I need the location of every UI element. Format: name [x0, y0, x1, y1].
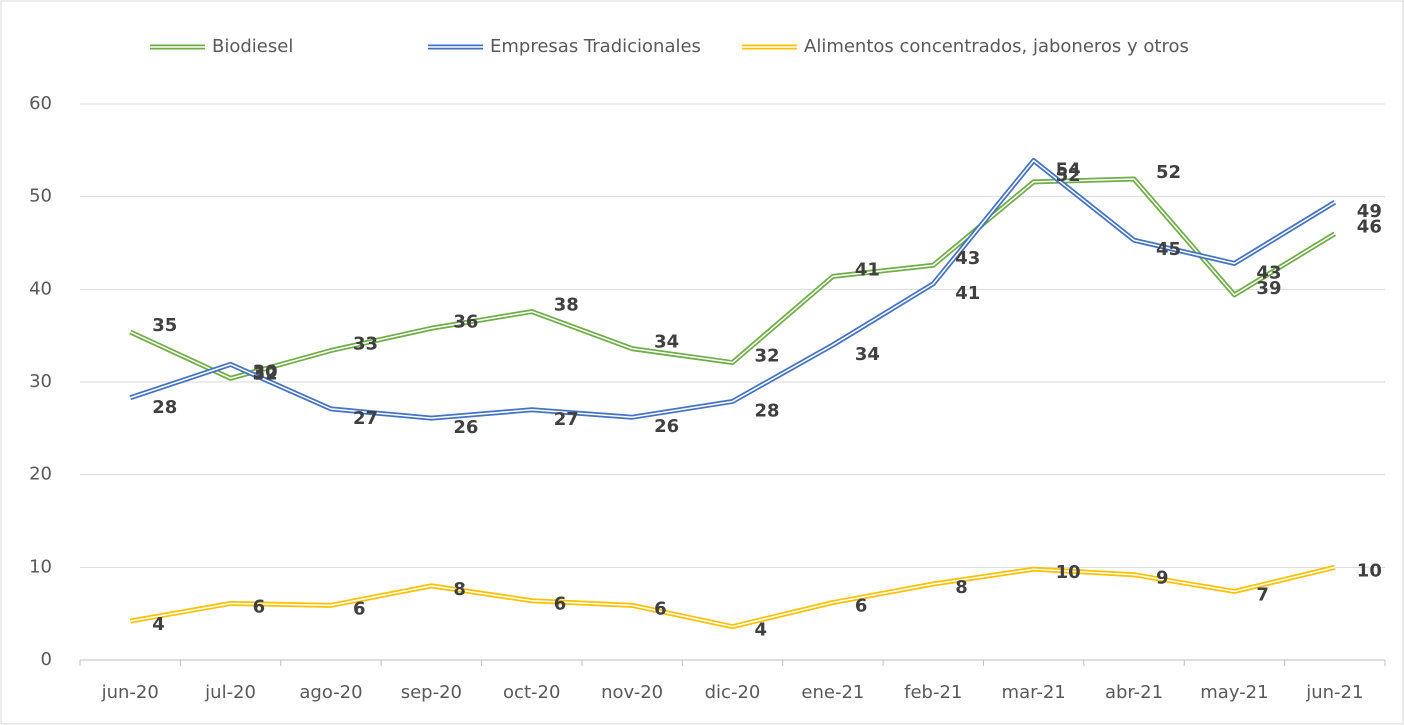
data-label: 6: [654, 598, 667, 619]
y-tick-label: 10: [29, 556, 52, 577]
x-tick-label: oct-20: [503, 682, 560, 703]
data-label: 27: [353, 408, 378, 429]
data-label: 32: [253, 363, 278, 384]
data-label: 34: [855, 344, 880, 365]
data-label: 33: [353, 333, 378, 354]
data-label: 9: [1156, 568, 1169, 589]
data-label: 30: [253, 361, 278, 382]
data-label: 26: [453, 417, 478, 438]
data-label: 34: [654, 332, 679, 353]
data-label: 28: [152, 397, 177, 418]
y-tick-label: 40: [29, 278, 52, 299]
x-tick-label: mar-21: [1002, 682, 1066, 703]
x-tick-label: nov-20: [601, 682, 663, 703]
data-label: 6: [554, 594, 567, 615]
series-line-inner: [130, 566, 1335, 628]
data-label: 10: [1357, 560, 1382, 581]
x-tick-label: sep-20: [401, 682, 462, 703]
data-label: 32: [755, 346, 780, 367]
x-tick-label: may-21: [1200, 682, 1268, 703]
y-tick-label: 20: [29, 464, 52, 485]
series-line-inner: [129, 159, 1336, 419]
y-tick-label: 60: [29, 93, 52, 114]
data-label: 41: [955, 283, 980, 304]
data-label: 36: [453, 311, 478, 332]
data-label: 10: [1056, 562, 1081, 583]
data-label: 52: [1156, 162, 1181, 183]
data-label: 8: [453, 579, 466, 600]
legend-label: Alimentos concentrados, jaboneros y otro…: [804, 36, 1189, 57]
legend-label: Biodiesel: [212, 36, 293, 57]
data-label: 46: [1357, 217, 1382, 238]
data-label: 6: [855, 596, 868, 617]
x-tick-label: ago-20: [299, 682, 362, 703]
data-label: 39: [1256, 278, 1281, 299]
x-tick-label: ene-21: [801, 682, 864, 703]
data-label: 7: [1256, 584, 1269, 605]
data-label: 6: [353, 598, 366, 619]
x-tick-label: abr-21: [1105, 682, 1163, 703]
y-tick-label: 0: [41, 649, 52, 670]
data-label: 4: [152, 614, 165, 635]
data-label: 45: [1156, 239, 1181, 260]
data-label: 41: [855, 259, 880, 280]
x-tick-label: jun-21: [1305, 682, 1363, 703]
x-tick-label: dic-20: [705, 682, 761, 703]
data-label: 43: [1256, 262, 1281, 283]
series-line-inner: [129, 178, 1336, 380]
data-label: 52: [1056, 165, 1081, 186]
y-tick-label: 30: [29, 371, 52, 392]
data-label: 28: [755, 400, 780, 421]
x-tick-label: jul-20: [204, 682, 256, 703]
data-label: 54: [1056, 160, 1081, 181]
data-label: 27: [554, 409, 579, 430]
x-tick-label: jun-20: [101, 682, 159, 703]
data-label: 6: [253, 596, 266, 617]
data-label: 43: [955, 248, 980, 269]
y-tick-label: 50: [29, 186, 52, 207]
data-label: 35: [152, 315, 177, 336]
legend-label: Empresas Tradicionales: [490, 36, 701, 57]
data-label: 8: [955, 577, 968, 598]
data-label: 49: [1357, 201, 1382, 222]
data-label: 38: [554, 295, 579, 316]
data-label: 26: [654, 416, 679, 437]
data-label: 4: [755, 620, 768, 641]
x-tick-label: feb-21: [904, 682, 962, 703]
